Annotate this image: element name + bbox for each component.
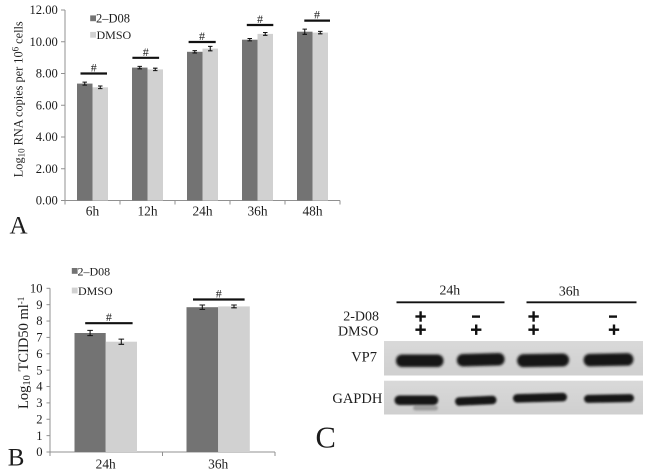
svg-text:#: #: [257, 12, 263, 26]
svg-text:Log10 RNA copies per 106 cells: Log10 RNA copies per 106 cells: [11, 21, 27, 177]
svg-text:4: 4: [36, 380, 43, 394]
svg-text:2-D08: 2-D08: [343, 310, 379, 325]
svg-text:C: C: [316, 421, 336, 455]
svg-text:Log10 TCID50 ml-1: Log10 TCID50 ml-1: [16, 297, 33, 409]
svg-text:36h: 36h: [208, 457, 228, 472]
svg-text:2–D08: 2–D08: [96, 12, 130, 26]
svg-text:5: 5: [36, 363, 42, 377]
svg-text:A: A: [10, 213, 28, 240]
svg-text:36h: 36h: [559, 284, 580, 299]
svg-text:DMSO: DMSO: [338, 325, 378, 340]
svg-text:#: #: [91, 61, 97, 75]
svg-text:9: 9: [36, 298, 42, 312]
svg-text:2: 2: [36, 412, 42, 426]
svg-text:#: #: [106, 310, 112, 324]
svg-text:GAPDH: GAPDH: [332, 391, 382, 407]
svg-text:1: 1: [36, 429, 42, 443]
svg-text:0: 0: [36, 445, 42, 459]
svg-text:#: #: [199, 29, 205, 43]
svg-text:8.00: 8.00: [36, 67, 58, 81]
svg-text:24h: 24h: [96, 457, 116, 472]
svg-text:6.00: 6.00: [36, 98, 58, 112]
svg-text:2.00: 2.00: [36, 162, 58, 176]
svg-text:48h: 48h: [302, 204, 322, 219]
svg-text:VP7: VP7: [351, 350, 377, 366]
svg-text:3: 3: [36, 396, 42, 410]
svg-text:6h: 6h: [86, 204, 100, 219]
svg-text:12.00: 12.00: [29, 3, 57, 17]
svg-text:DMSO: DMSO: [97, 28, 132, 42]
svg-text:0.00: 0.00: [36, 194, 58, 208]
svg-text:7: 7: [36, 331, 42, 345]
svg-text:#: #: [314, 8, 320, 22]
svg-text:24h: 24h: [192, 204, 212, 219]
svg-text:8: 8: [36, 314, 42, 328]
svg-text:B: B: [8, 445, 25, 472]
svg-text:#: #: [216, 287, 222, 301]
svg-text:2–D08: 2–D08: [78, 264, 111, 278]
svg-text:10.00: 10.00: [29, 35, 57, 49]
svg-text:36h: 36h: [247, 204, 267, 219]
svg-text:6: 6: [36, 347, 42, 361]
svg-text:#: #: [143, 45, 149, 59]
svg-text:4.00: 4.00: [36, 130, 58, 144]
svg-text:12h: 12h: [137, 204, 157, 219]
svg-text:24h: 24h: [439, 283, 460, 298]
svg-text:10: 10: [30, 282, 43, 296]
svg-text:DMSO: DMSO: [78, 284, 113, 298]
